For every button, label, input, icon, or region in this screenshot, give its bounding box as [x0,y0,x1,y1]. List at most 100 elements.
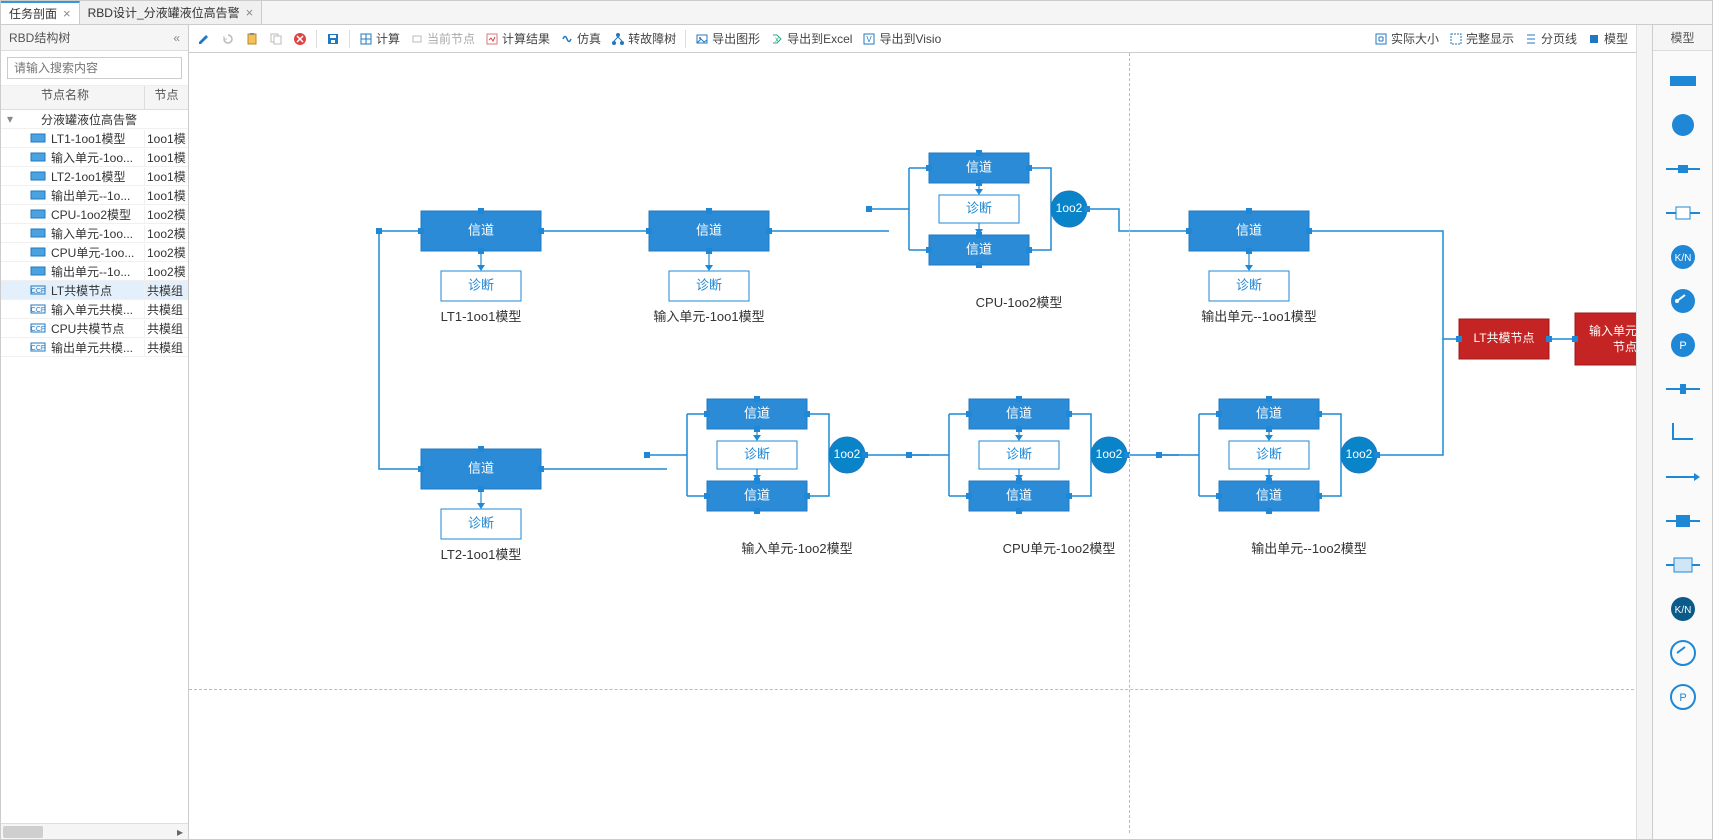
palette-hbar[interactable] [1663,375,1703,403]
tree-item-type: 共模组 [144,339,188,356]
search-input[interactable] [7,57,182,79]
toolbar-label: 完整显示 [1466,30,1514,47]
model-button[interactable]: 模型 [1583,28,1632,50]
canvas-vscrollbar[interactable] [1636,25,1652,839]
fault-tree-button[interactable]: 转故障树 [607,28,680,50]
tree-row[interactable]: CCFLT共模节点共模组 [1,281,188,300]
svg-text:信道: 信道 [468,460,494,475]
tree-item-type: 1oo2模 [144,244,188,261]
block-icon [29,150,47,164]
tree-col-type: 节点 [144,86,188,109]
svg-text:诊断: 诊断 [966,200,992,215]
center-area: 计算 当前节点计算结果仿真转故障树 导出图形 x导出到Excel V 导出到Visio 实际… [189,25,1636,839]
palette-items: K/N P K/N P [1653,51,1712,839]
tree-row[interactable]: 输出单元--1o...1oo1模 [1,186,188,205]
tree-row[interactable]: CPU单元-1oo...1oo2模 [1,243,188,262]
toolbar-label: 导出图形 [712,30,760,47]
tree-row[interactable]: 输出单元--1o...1oo2模 [1,262,188,281]
scroll-right-icon[interactable]: ▸ [172,824,188,839]
palette-hedge4[interactable] [1663,551,1703,579]
svg-text:信道: 信道 [966,159,992,174]
svg-text:CPU-1oo2模型: CPU-1oo2模型 [976,295,1063,310]
ccf-icon: CCF [29,321,47,335]
actual-size-button[interactable]: 实际大小 [1370,28,1443,50]
expander-icon[interactable]: ▾ [1,112,19,126]
svg-text:诊断: 诊断 [1256,446,1282,461]
tab-label: 任务剖面 [9,5,57,22]
tree-row[interactable]: ▾分液罐液位高告警 [1,110,188,129]
tree-row[interactable]: CCF输入单元共模...共模组 [1,300,188,319]
calc-icon [359,32,373,46]
tree-row[interactable]: 输入单元-1oo...1oo1模 [1,148,188,167]
calc-button[interactable]: 计算 [355,28,404,50]
panel-title: RBD结构树 [9,29,70,46]
export-img-button[interactable]: 导出图形 [691,28,764,50]
current-node-button: 当前节点 [406,28,479,50]
fit-button[interactable]: 完整显示 [1445,28,1518,50]
svg-text:信道: 信道 [1006,487,1032,502]
export-xl-icon: x [770,32,784,46]
tree-row[interactable]: CCF输出单元共模...共模组 [1,338,188,357]
tree-row[interactable]: CPU-1oo2模型1oo2模 [1,205,188,224]
svg-text:P: P [1679,692,1686,704]
calc-result-button[interactable]: 计算结果 [481,28,554,50]
tree-row[interactable]: LT2-1oo1模型1oo1模 [1,167,188,186]
palette-hedge2[interactable] [1663,199,1703,227]
edit-button[interactable] [193,28,215,50]
tree-row[interactable]: 输入单元-1oo...1oo2模 [1,224,188,243]
sim-button[interactable]: 仿真 [556,28,605,50]
svg-text:K/N: K/N [1674,253,1691,264]
page-lines-button[interactable]: 分页线 [1520,28,1581,50]
close-icon[interactable]: × [246,5,254,20]
structure-tree-panel: RBD结构树 « 节点名称 节点 ▾分液罐液位高告警LT1-1oo1模型1oo1… [1,25,189,839]
export-visio-button[interactable]: V 导出到Visio [858,28,945,50]
block-icon [29,226,47,240]
tree-row[interactable]: LT1-1oo1模型1oo1模 [1,129,188,148]
palette-switch2[interactable] [1663,639,1703,667]
delete-icon [293,32,307,46]
save-button[interactable] [322,28,344,50]
palette-phase2[interactable]: P [1663,683,1703,711]
palette-rect[interactable] [1663,67,1703,95]
tree-icon [611,32,625,46]
palette-hedge[interactable] [1663,155,1703,183]
tab-label: RBD设计_分液罐液位高告警 [88,4,240,21]
svg-text:P: P [1679,340,1686,352]
svg-text:信道: 信道 [744,487,770,502]
scroll-thumb[interactable] [3,826,43,838]
palette-switch[interactable] [1663,287,1703,315]
svg-text:V: V [867,35,873,44]
close-icon[interactable]: × [63,6,71,21]
copy-icon [269,32,283,46]
toolbar-separator [316,30,317,48]
tree-header: 节点名称 节点 [1,86,188,110]
palette-elbow[interactable] [1663,419,1703,447]
palette-phase[interactable]: P [1663,331,1703,359]
toolbar-label: 模型 [1604,30,1628,47]
palette-title: 模型 [1653,25,1712,51]
block-icon [29,245,47,259]
toolbar-label: 导出到Visio [879,30,941,47]
palette-hedge3[interactable] [1663,507,1703,535]
tree-item-name: 输入单元共模... [49,301,144,318]
tree-item-type: 1oo2模 [144,263,188,280]
palette-kn[interactable]: K/N [1663,243,1703,271]
tree-hscrollbar[interactable]: ◂ ▸ [1,823,188,839]
block-icon [29,131,47,145]
tree-row[interactable]: CCFCPU共模节点共模组 [1,319,188,338]
document-tab[interactable]: 任务剖面 × [1,1,80,24]
canvas[interactable]: 信道诊断LT1-1oo1模型信道诊断输入单元-1oo1模型信道诊断信道1oo2C… [189,53,1636,839]
svg-text:1oo2: 1oo2 [1096,447,1123,461]
collapse-icon[interactable]: « [173,31,180,45]
palette-arrow[interactable] [1663,463,1703,491]
svg-text:信道: 信道 [1236,222,1262,237]
export-excel-button[interactable]: x导出到Excel [766,28,856,50]
palette-kn2[interactable]: K/N [1663,595,1703,623]
tree-item-name: 输入单元-1oo... [49,149,144,166]
document-tab[interactable]: RBD设计_分液罐液位高告警 × [80,1,263,24]
paste-button[interactable] [241,28,263,50]
tree-item-type: 1oo1模 [144,168,188,185]
palette-circle[interactable] [1663,111,1703,139]
toolbar-label: 当前节点 [427,30,475,47]
fit-icon [1449,32,1463,46]
